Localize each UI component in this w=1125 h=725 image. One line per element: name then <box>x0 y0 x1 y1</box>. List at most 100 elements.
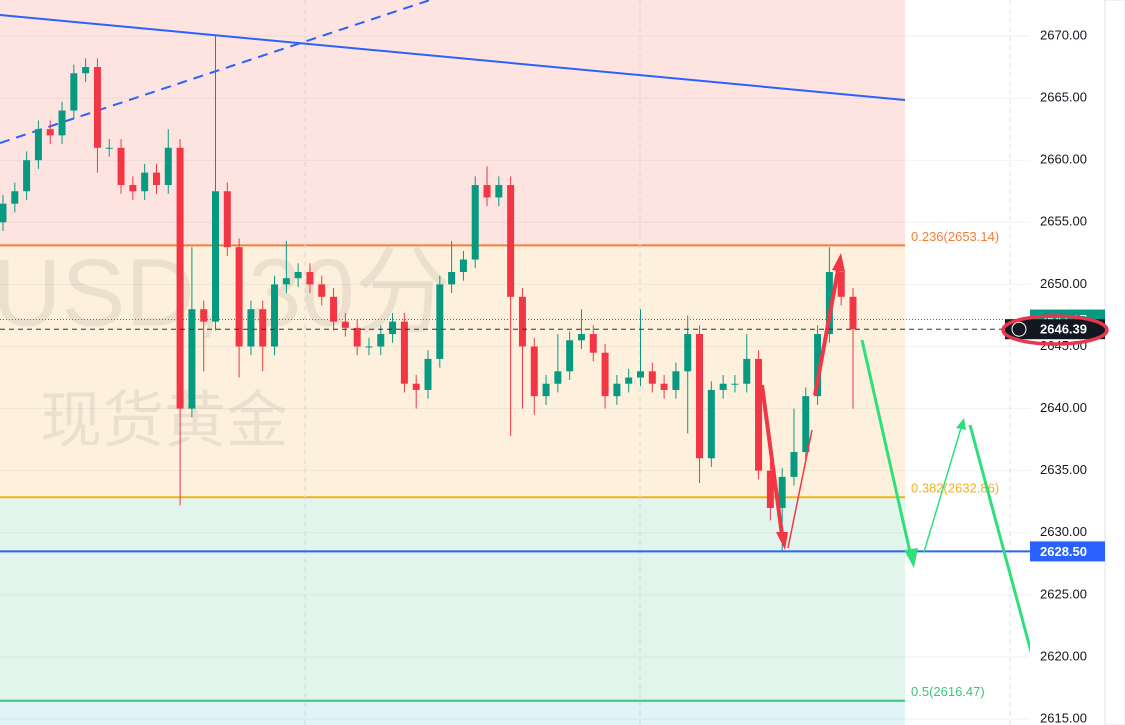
candle-body <box>507 185 515 297</box>
price-label-bg <box>1030 541 1105 562</box>
candle-body <box>365 346 373 348</box>
candle-body <box>70 73 78 111</box>
arrow-head <box>904 548 918 568</box>
candle-body <box>707 389 715 459</box>
candle-body <box>755 358 763 471</box>
candle-body <box>34 129 42 161</box>
candle-body <box>684 334 692 372</box>
y-tick-label: 2615.00 <box>1040 710 1087 725</box>
trend-line <box>0 14 906 101</box>
candle-body <box>23 160 31 192</box>
candle-body <box>105 147 113 149</box>
candle-body <box>802 396 810 453</box>
candle-body <box>589 334 597 353</box>
candle-body <box>200 309 208 322</box>
candle-body <box>696 334 704 459</box>
arrow <box>760 384 784 536</box>
candle-body <box>660 383 668 390</box>
candle-body <box>235 247 243 347</box>
candle-body <box>825 271 833 335</box>
price-label-bg <box>1005 319 1105 340</box>
candle-body <box>448 271 456 285</box>
highlight-ellipse <box>1001 314 1109 346</box>
y-tick-label: 2650.00 <box>1040 276 1087 291</box>
zone <box>0 245 905 498</box>
arrow <box>968 424 1042 686</box>
candle-body <box>294 271 302 279</box>
candle-body <box>46 129 54 136</box>
y-tick-label: 2660.00 <box>1040 152 1087 167</box>
candle-body <box>412 383 420 390</box>
candle-body <box>389 321 397 335</box>
price-axis: 2615.00 2620.00 2625.00 2630.00 2635.00 2640.… <box>1030 0 1105 725</box>
fib-label: 0.236(2653.14) <box>911 229 999 244</box>
arrow-head <box>832 253 845 272</box>
candle-body <box>577 334 585 341</box>
y-tick-label: 2635.00 <box>1040 462 1087 477</box>
price-label: 2646.39 <box>1040 322 1087 337</box>
candle-body <box>247 309 255 347</box>
candle-body <box>176 147 184 409</box>
candle-body <box>306 271 314 285</box>
zone <box>0 497 905 701</box>
candle-body <box>483 185 491 198</box>
arrow-head <box>776 532 788 550</box>
candle-body <box>223 191 231 248</box>
candle-body <box>814 334 822 397</box>
candle-body <box>318 284 326 297</box>
candle-body <box>271 284 279 347</box>
candle-body <box>11 191 19 204</box>
watermark: 现货黄金 <box>40 386 288 455</box>
arrow <box>813 269 840 396</box>
candle-body <box>566 340 574 372</box>
candle-body <box>790 452 798 477</box>
candles <box>0 36 1030 553</box>
candle-body <box>141 172 149 192</box>
candle-body <box>282 278 290 285</box>
y-tick-label: 2620.00 <box>1040 648 1087 663</box>
sidebar <box>1104 0 1125 725</box>
candle-body <box>637 371 644 378</box>
candle-body <box>601 352 609 397</box>
candle-body <box>731 383 739 385</box>
candle-body <box>353 327 361 347</box>
candle-body <box>849 296 857 330</box>
arrow <box>860 339 912 553</box>
fib-label: 0.5(2616.47) <box>911 684 985 699</box>
candle-body <box>648 371 656 384</box>
candle-body <box>212 191 219 322</box>
candle-body <box>613 383 621 397</box>
candle-body <box>400 321 408 384</box>
candle-body <box>164 147 172 186</box>
candle-body <box>459 259 467 272</box>
y-tick-label: 2655.00 <box>1040 214 1087 229</box>
candle-body <box>518 296 526 347</box>
candle-body <box>82 67 90 74</box>
candle-body <box>330 296 338 322</box>
candle-body <box>743 358 751 384</box>
fib-label: 0.382(2632.86) <box>911 481 999 496</box>
candle-body <box>837 271 845 297</box>
arrow <box>787 429 813 549</box>
price-labels: 2628.502647.172646.39 <box>1005 309 1105 562</box>
candle-body <box>436 284 444 359</box>
candle-body <box>377 334 385 347</box>
candle-body <box>93 67 101 148</box>
zone <box>0 700 905 725</box>
candle-body <box>129 185 137 192</box>
y-tick-label: 2670.00 <box>1040 27 1087 42</box>
crosshair-icon <box>1011 321 1027 337</box>
fib-zones: 0.236(2653.14) 0.382(2632.86) 0.5(2616.47) <box>0 0 1030 725</box>
candle-body <box>117 147 125 186</box>
candle-body <box>530 346 538 397</box>
arrow-head <box>956 418 966 430</box>
y-tick-label: 2665.00 <box>1040 90 1087 105</box>
watermark: USD, 30分 <box>0 239 451 346</box>
price-label: 2628.50 <box>1040 544 1087 559</box>
arrow <box>923 427 962 553</box>
y-tick-label: 2630.00 <box>1040 524 1087 539</box>
candle-body <box>58 110 66 136</box>
y-tick-label: 2640.00 <box>1040 400 1087 415</box>
